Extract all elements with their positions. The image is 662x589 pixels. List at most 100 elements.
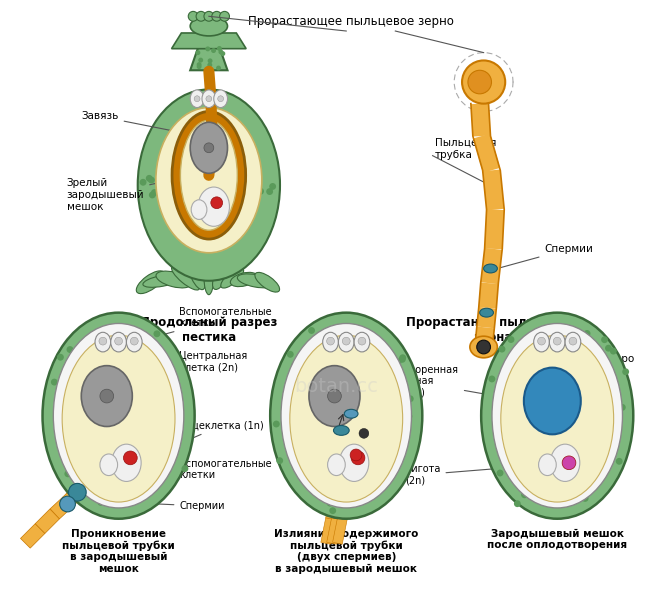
- Circle shape: [502, 377, 508, 384]
- Circle shape: [57, 354, 64, 360]
- Ellipse shape: [492, 323, 622, 508]
- Ellipse shape: [136, 271, 165, 294]
- Ellipse shape: [344, 409, 358, 418]
- Circle shape: [399, 355, 406, 361]
- Circle shape: [318, 481, 325, 488]
- Circle shape: [207, 62, 213, 67]
- Circle shape: [188, 11, 198, 21]
- Ellipse shape: [156, 108, 262, 253]
- Polygon shape: [327, 518, 341, 544]
- Polygon shape: [21, 524, 45, 548]
- Ellipse shape: [181, 120, 237, 230]
- Circle shape: [399, 356, 406, 363]
- Ellipse shape: [143, 274, 181, 287]
- Circle shape: [204, 143, 214, 153]
- Ellipse shape: [213, 264, 228, 289]
- Circle shape: [129, 494, 136, 500]
- Circle shape: [115, 337, 122, 345]
- Circle shape: [99, 337, 107, 345]
- Circle shape: [350, 449, 362, 461]
- Circle shape: [291, 362, 298, 369]
- Circle shape: [406, 413, 412, 420]
- Circle shape: [251, 168, 258, 176]
- Ellipse shape: [484, 264, 497, 273]
- Polygon shape: [326, 493, 340, 519]
- Text: Центральная
клетка (2n): Центральная клетка (2n): [111, 351, 248, 397]
- Ellipse shape: [198, 187, 230, 226]
- Ellipse shape: [191, 200, 207, 220]
- Ellipse shape: [338, 332, 354, 352]
- Circle shape: [582, 495, 589, 502]
- Ellipse shape: [539, 454, 556, 475]
- Ellipse shape: [309, 366, 360, 426]
- Ellipse shape: [190, 123, 228, 173]
- Circle shape: [544, 338, 550, 345]
- Circle shape: [211, 197, 222, 209]
- Polygon shape: [332, 493, 346, 519]
- Polygon shape: [190, 48, 228, 70]
- Ellipse shape: [54, 323, 184, 508]
- Ellipse shape: [534, 332, 549, 352]
- Circle shape: [219, 197, 226, 204]
- Ellipse shape: [138, 90, 280, 281]
- Ellipse shape: [255, 272, 279, 292]
- Polygon shape: [485, 209, 504, 249]
- Polygon shape: [477, 307, 496, 328]
- Text: botan.cc: botan.cc: [295, 377, 379, 396]
- Circle shape: [149, 191, 156, 198]
- Text: Зародышевый мешок
после оплодотворения: Зародышевый мешок после оплодотворения: [487, 528, 628, 550]
- Polygon shape: [171, 33, 246, 49]
- Circle shape: [218, 96, 224, 102]
- Ellipse shape: [172, 111, 246, 239]
- Polygon shape: [483, 170, 504, 210]
- Circle shape: [477, 340, 491, 354]
- Polygon shape: [481, 248, 502, 284]
- Circle shape: [326, 337, 334, 345]
- Text: Яйцеклетка (1n): Яйцеклетка (1n): [133, 421, 264, 464]
- Ellipse shape: [112, 444, 141, 481]
- Circle shape: [60, 496, 75, 512]
- Ellipse shape: [354, 332, 370, 352]
- Circle shape: [622, 368, 629, 375]
- Polygon shape: [63, 485, 84, 507]
- Text: Прорастание пыльцевого
зерна: Прорастание пыльцевого зерна: [406, 316, 581, 343]
- Ellipse shape: [126, 332, 142, 352]
- Ellipse shape: [470, 336, 497, 358]
- Circle shape: [358, 337, 366, 345]
- Circle shape: [342, 337, 350, 345]
- Ellipse shape: [62, 335, 175, 502]
- Circle shape: [220, 11, 230, 21]
- Ellipse shape: [190, 16, 228, 36]
- Text: Зигота
(2n): Зигота (2n): [405, 463, 566, 485]
- Polygon shape: [348, 449, 360, 471]
- Circle shape: [206, 96, 212, 102]
- Ellipse shape: [238, 274, 274, 288]
- Circle shape: [70, 352, 77, 358]
- Polygon shape: [479, 283, 498, 309]
- Ellipse shape: [156, 271, 191, 288]
- Circle shape: [51, 379, 58, 386]
- Ellipse shape: [480, 308, 493, 317]
- Circle shape: [616, 458, 623, 465]
- Circle shape: [329, 507, 336, 514]
- Circle shape: [395, 445, 401, 452]
- Circle shape: [208, 58, 213, 63]
- Ellipse shape: [565, 332, 581, 352]
- Polygon shape: [50, 497, 72, 519]
- Polygon shape: [473, 134, 500, 173]
- Ellipse shape: [220, 268, 244, 288]
- Circle shape: [371, 336, 377, 343]
- Circle shape: [87, 335, 95, 342]
- Circle shape: [514, 500, 521, 507]
- Circle shape: [468, 70, 491, 94]
- Circle shape: [151, 189, 158, 196]
- Polygon shape: [332, 518, 347, 544]
- Circle shape: [489, 376, 495, 382]
- Circle shape: [553, 337, 561, 345]
- Ellipse shape: [81, 366, 132, 426]
- Polygon shape: [336, 469, 351, 495]
- Polygon shape: [342, 449, 354, 471]
- Ellipse shape: [171, 266, 199, 290]
- Circle shape: [273, 421, 280, 428]
- Circle shape: [584, 330, 591, 337]
